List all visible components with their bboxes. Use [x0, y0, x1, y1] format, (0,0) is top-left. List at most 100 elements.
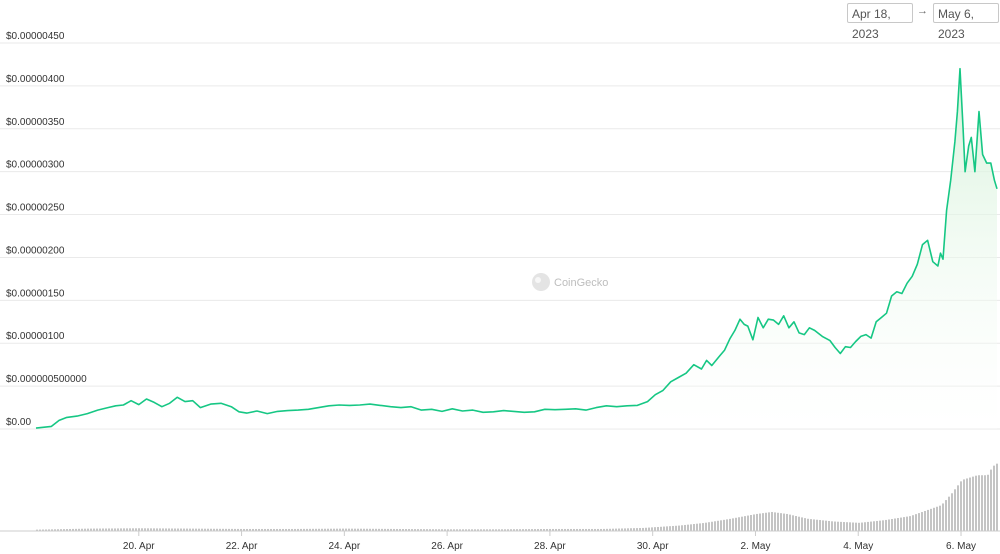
- volume-bar: [195, 528, 197, 531]
- volume-bar: [972, 476, 974, 531]
- volume-bar: [435, 529, 437, 531]
- volume-bar: [225, 528, 227, 531]
- volume-bar: [240, 528, 242, 531]
- volume-bar: [564, 528, 566, 531]
- volume-bar: [993, 465, 995, 531]
- volume-bar: [528, 529, 530, 531]
- volume-bar: [462, 529, 464, 531]
- volume-bar: [192, 528, 194, 531]
- volume-bar: [414, 529, 416, 531]
- volume-bar: [54, 529, 56, 531]
- volume-bar: [774, 512, 776, 531]
- volume-bar: [591, 528, 593, 531]
- volume-bar: [489, 529, 491, 531]
- volume-bar: [534, 529, 536, 531]
- volume-bar: [702, 523, 704, 531]
- volume-bar: [243, 528, 245, 531]
- y-axis-labels: $0.00 $0.000000500000 $0.00000100 $0.000001…: [6, 31, 87, 428]
- volume-bar: [471, 529, 473, 531]
- volume-bar: [687, 524, 689, 531]
- volume-bar: [438, 529, 440, 531]
- date-range-end[interactable]: May 6, 2023: [933, 3, 999, 41]
- volume-bar: [129, 528, 131, 531]
- volume-bar: [459, 529, 461, 531]
- volume-bar: [582, 528, 584, 531]
- volume-bar: [246, 528, 248, 531]
- volume-bar: [375, 528, 377, 531]
- volume-bar: [204, 528, 206, 531]
- volume-bar: [849, 522, 851, 531]
- volume-bar: [360, 528, 362, 531]
- x-tick-label: 22. Apr: [226, 541, 258, 552]
- volume-bar: [573, 528, 575, 531]
- volume-bar: [579, 528, 581, 531]
- volume-bar: [924, 510, 926, 531]
- volume-bar: [213, 528, 215, 531]
- volume-bar: [99, 528, 101, 531]
- volume-bar: [324, 528, 326, 531]
- volume-bar: [966, 478, 968, 531]
- volume-bar: [276, 528, 278, 531]
- volume-bar: [369, 528, 371, 531]
- volume-bar: [663, 526, 665, 531]
- volume-bar: [759, 513, 761, 531]
- volume-bar: [552, 528, 554, 531]
- volume-bar: [636, 528, 638, 531]
- y-tick-label: $0.00000300: [6, 160, 65, 171]
- volume-bar: [261, 528, 263, 531]
- date-range-start[interactable]: Apr 18, 2023: [847, 3, 913, 41]
- volume-bar: [867, 521, 869, 531]
- volume-bar: [843, 522, 845, 531]
- volume-bar: [168, 528, 170, 531]
- x-tick-label: 30. Apr: [637, 541, 669, 552]
- volume-bar: [714, 521, 716, 531]
- volume-bar: [855, 522, 857, 531]
- volume-bar: [312, 528, 314, 531]
- volume-bar: [69, 528, 71, 531]
- volume-bar: [345, 528, 347, 531]
- volume-bar: [822, 520, 824, 531]
- volume-bar: [792, 515, 794, 531]
- volume-bar: [780, 513, 782, 531]
- volume-bar: [393, 528, 395, 531]
- volume-bar: [837, 521, 839, 531]
- volume-bar: [441, 529, 443, 531]
- volume-bar: [348, 528, 350, 531]
- volume-bar: [798, 516, 800, 531]
- volume-bar: [630, 528, 632, 531]
- volume-bar: [951, 493, 953, 531]
- volume-bar: [576, 528, 578, 531]
- volume-bar: [753, 514, 755, 531]
- volume-bar: [453, 529, 455, 531]
- volume-bar: [675, 525, 677, 531]
- volume-bar: [399, 528, 401, 531]
- volume-bar: [102, 528, 104, 531]
- volume-bar: [600, 528, 602, 531]
- volume-bar: [567, 528, 569, 531]
- volume-bar: [48, 529, 50, 531]
- volume-bar: [426, 529, 428, 531]
- volume-bar: [645, 527, 647, 531]
- volume-bar: [936, 506, 938, 531]
- volume-bar: [537, 529, 539, 531]
- volume-bar: [585, 528, 587, 531]
- volume-bar: [648, 527, 650, 531]
- volume-bar: [882, 520, 884, 531]
- volume-bar: [594, 528, 596, 531]
- volume-bar: [291, 528, 293, 531]
- volume-bar: [408, 529, 410, 531]
- volume-bar: [651, 527, 653, 531]
- volume-bar: [60, 529, 62, 531]
- volume-bar: [501, 529, 503, 531]
- volume-bar: [402, 529, 404, 531]
- volume-bar: [174, 528, 176, 531]
- volume-bar: [93, 528, 95, 531]
- volume-bar: [756, 513, 758, 531]
- volume-bar: [153, 528, 155, 531]
- volume-bar: [207, 528, 209, 531]
- y-tick-label: $0.00000400: [6, 74, 65, 85]
- volume-bar: [969, 477, 971, 531]
- volume-bar: [135, 528, 137, 531]
- y-tick-label: $0.00000100: [6, 331, 65, 342]
